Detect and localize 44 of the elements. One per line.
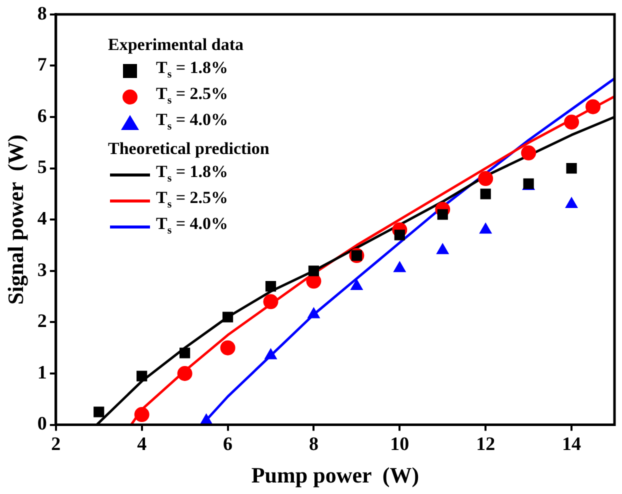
legend-label: T$_{s}$ = 4.0% xyxy=(156,212,228,238)
point xyxy=(478,171,494,186)
point xyxy=(265,280,276,292)
point xyxy=(222,312,234,322)
point xyxy=(220,340,236,356)
y-tick-label: 8 xyxy=(37,3,47,24)
x-tick-label: 10 xyxy=(390,434,410,456)
point xyxy=(263,294,278,310)
point xyxy=(308,266,320,276)
point xyxy=(480,188,491,200)
point xyxy=(177,366,192,381)
legend-label: T$_{s}$ = 2.5% xyxy=(156,84,228,106)
x-tick-label: 14 xyxy=(562,434,582,456)
point xyxy=(134,407,150,422)
y-tick-label: 6 xyxy=(37,106,47,127)
y-tick-label: 2 xyxy=(37,311,47,332)
point xyxy=(564,114,580,130)
point xyxy=(136,370,148,382)
point xyxy=(586,99,601,114)
point xyxy=(180,348,190,358)
x-tick-label: 8 xyxy=(308,434,318,456)
point xyxy=(566,162,577,174)
point xyxy=(437,209,448,220)
legend-label: T$_{s}$ = 1.8% xyxy=(156,58,228,80)
x-tick-label: 6 xyxy=(223,434,233,456)
legend-label: T$_{s}$ = 4.0% xyxy=(156,108,228,134)
y-tick-label: 1 xyxy=(37,362,47,384)
x-axis-title: Pump power (W) xyxy=(251,462,420,488)
y-axis-title: Signal power (W) xyxy=(2,134,28,305)
y-tick-label: 4 xyxy=(37,208,48,230)
point xyxy=(521,145,536,160)
annotation: Experimental data xyxy=(108,34,245,56)
x-tick-label: 2 xyxy=(51,434,61,456)
x-tick-label: 4 xyxy=(137,434,148,456)
y-tick-label: 0 xyxy=(37,414,47,435)
legend-label: T$_{s}$ = 2.5% xyxy=(156,188,228,210)
x-tick-label: 12 xyxy=(476,434,496,456)
annotation: Theoretical prediction xyxy=(108,138,270,160)
point xyxy=(394,230,405,240)
y-tick-label: 3 xyxy=(37,260,47,281)
point xyxy=(94,406,104,418)
y-tick-label: 7 xyxy=(37,54,48,76)
legend-label: T$_{s}$ = 1.8% xyxy=(156,162,228,184)
y-tick-label: 5 xyxy=(37,157,47,178)
